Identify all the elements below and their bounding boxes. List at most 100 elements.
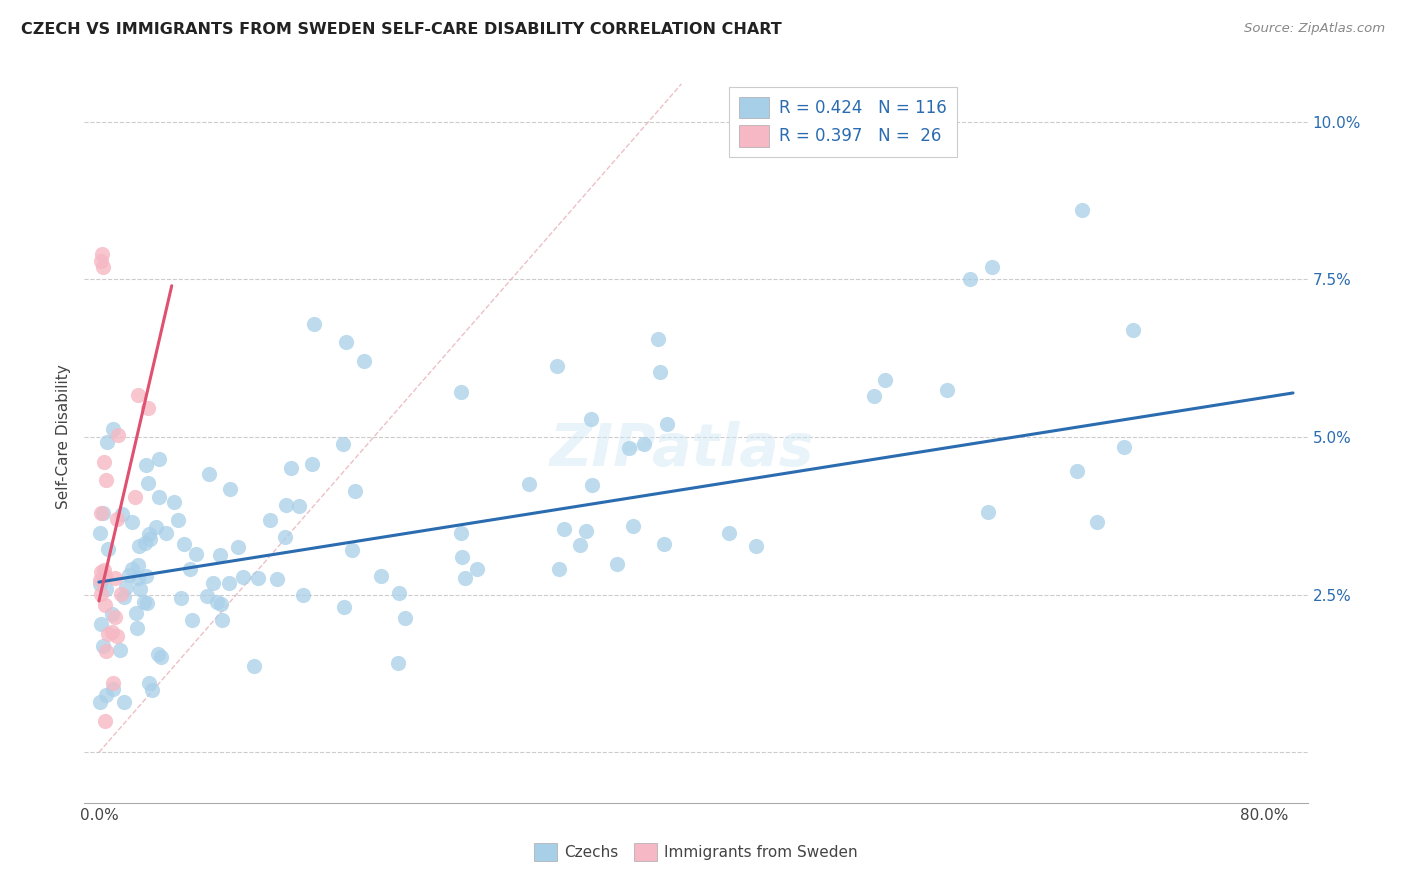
Point — [111, 507, 134, 521]
Point — [621, 519, 644, 533]
Point — [575, 524, 598, 538]
Point — [259, 513, 281, 527]
Point — [280, 460, 302, 475]
Point — [335, 335, 357, 350]
Point — [451, 550, 474, 565]
Point — [184, 547, 207, 561]
Point — [332, 600, 354, 615]
Point — [353, 354, 375, 368]
Point — [155, 525, 177, 540]
Point — [166, 513, 188, 527]
Point — [90, 616, 112, 631]
Point — [875, 373, 897, 387]
Point — [97, 541, 120, 556]
Point — [104, 571, 127, 585]
Point — [89, 577, 111, 591]
Point — [219, 482, 242, 496]
Point — [247, 571, 270, 585]
Point — [125, 606, 148, 620]
Point — [202, 575, 225, 590]
Point — [90, 587, 112, 601]
Point — [132, 595, 155, 609]
Point — [163, 495, 186, 509]
Point — [179, 562, 201, 576]
Point — [139, 533, 162, 547]
Point — [96, 582, 118, 596]
Y-axis label: Self-Care Disability: Self-Care Disability — [56, 365, 72, 509]
Point — [340, 542, 363, 557]
Point — [332, 436, 354, 450]
Point — [146, 647, 169, 661]
Point — [170, 591, 193, 605]
Point — [980, 260, 1002, 274]
Point — [343, 484, 366, 499]
Point — [89, 695, 111, 709]
Point — [124, 490, 146, 504]
Point — [450, 384, 472, 399]
Point — [127, 621, 149, 635]
Point — [93, 599, 115, 613]
Point — [232, 569, 254, 583]
Point — [180, 613, 202, 627]
Point — [1085, 515, 1108, 529]
Point — [553, 522, 575, 536]
Point — [136, 475, 159, 490]
Point — [136, 401, 159, 415]
Point — [89, 573, 111, 587]
Point — [94, 714, 117, 728]
Point — [619, 441, 641, 455]
Point — [209, 548, 232, 562]
Point — [467, 562, 489, 576]
Point — [288, 500, 311, 514]
Point — [148, 490, 170, 504]
Point — [209, 597, 232, 611]
Point — [101, 676, 124, 690]
Point — [127, 388, 149, 402]
Point — [90, 566, 112, 580]
Point — [121, 515, 143, 529]
Point — [959, 272, 981, 286]
Point — [101, 422, 124, 436]
Point — [101, 624, 124, 639]
Point — [207, 595, 229, 609]
Text: ZIPatlas: ZIPatlas — [550, 421, 814, 478]
Point — [134, 536, 156, 550]
Point — [1114, 440, 1136, 454]
Point — [745, 539, 768, 553]
Point — [450, 525, 472, 540]
Point — [717, 525, 740, 540]
Point — [103, 681, 125, 696]
Point — [90, 247, 112, 261]
Point — [90, 253, 112, 268]
Point — [115, 581, 138, 595]
Point — [105, 512, 128, 526]
Point — [110, 586, 132, 600]
Point — [211, 613, 233, 627]
Point — [387, 656, 409, 670]
Point — [579, 412, 602, 426]
Text: CZECH VS IMMIGRANTS FROM SWEDEN SELF-CARE DISABILITY CORRELATION CHART: CZECH VS IMMIGRANTS FROM SWEDEN SELF-CAR… — [21, 22, 782, 37]
Point — [94, 473, 117, 487]
Point — [104, 609, 127, 624]
Point — [388, 586, 411, 600]
Point — [93, 568, 115, 582]
Point — [135, 568, 157, 582]
Point — [648, 365, 671, 379]
Point — [242, 659, 264, 673]
Point — [266, 573, 288, 587]
Point — [274, 530, 297, 544]
Point — [581, 478, 603, 492]
Point — [195, 589, 218, 603]
Point — [121, 562, 143, 576]
Point — [91, 506, 114, 520]
Point — [91, 639, 114, 653]
Point — [198, 467, 221, 481]
Point — [118, 568, 141, 582]
Point — [546, 359, 568, 373]
Legend: Czechs, Immigrants from Sweden: Czechs, Immigrants from Sweden — [526, 836, 866, 868]
Point — [97, 626, 120, 640]
Point — [394, 611, 416, 625]
Point — [93, 563, 115, 577]
Point — [138, 675, 160, 690]
Point — [135, 458, 157, 472]
